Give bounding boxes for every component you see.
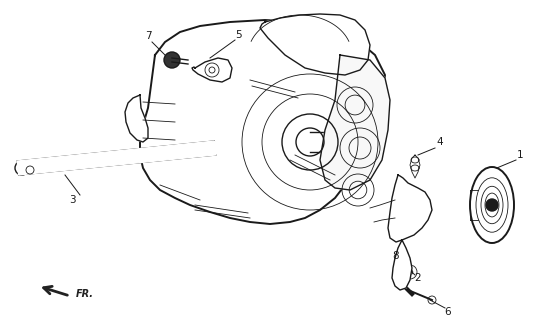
Text: 1: 1 — [517, 150, 523, 160]
Polygon shape — [125, 95, 148, 142]
Text: 8: 8 — [393, 251, 399, 261]
Text: FR.: FR. — [76, 289, 94, 299]
Polygon shape — [192, 58, 232, 82]
Text: 4: 4 — [437, 137, 443, 147]
Polygon shape — [260, 14, 370, 75]
Text: 6: 6 — [445, 307, 451, 317]
Polygon shape — [17, 141, 215, 175]
Circle shape — [164, 52, 180, 68]
Polygon shape — [388, 175, 432, 242]
Text: 5: 5 — [235, 30, 241, 40]
Text: 3: 3 — [69, 195, 76, 205]
Text: 7: 7 — [145, 31, 151, 41]
Text: 2: 2 — [415, 273, 421, 283]
Circle shape — [407, 269, 413, 275]
Polygon shape — [320, 55, 390, 190]
Circle shape — [15, 161, 29, 175]
Ellipse shape — [470, 167, 514, 243]
Polygon shape — [140, 20, 385, 224]
Circle shape — [486, 199, 498, 211]
Polygon shape — [392, 240, 412, 290]
